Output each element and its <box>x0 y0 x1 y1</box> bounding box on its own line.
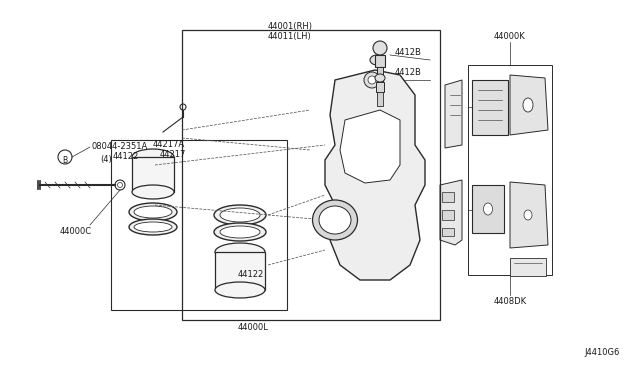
Bar <box>442 192 454 202</box>
Ellipse shape <box>319 206 351 234</box>
Text: 08044-2351A: 08044-2351A <box>92 142 148 151</box>
Text: 4412B: 4412B <box>395 67 422 77</box>
Text: 44000L: 44000L <box>237 323 268 332</box>
Ellipse shape <box>215 282 265 298</box>
Ellipse shape <box>220 226 260 238</box>
Ellipse shape <box>129 203 177 221</box>
Polygon shape <box>325 70 425 280</box>
Bar <box>376 82 384 92</box>
Text: 44011(LH): 44011(LH) <box>268 32 312 41</box>
Text: (4): (4) <box>100 155 112 164</box>
Text: 44001(RH): 44001(RH) <box>268 22 312 31</box>
Bar <box>182 30 440 320</box>
Ellipse shape <box>370 55 384 65</box>
Ellipse shape <box>214 205 266 225</box>
Ellipse shape <box>524 210 532 220</box>
Bar <box>510 258 546 276</box>
Ellipse shape <box>215 243 265 261</box>
Polygon shape <box>440 180 462 245</box>
Polygon shape <box>340 110 400 183</box>
Ellipse shape <box>483 203 493 215</box>
Ellipse shape <box>129 219 177 235</box>
Polygon shape <box>445 80 462 148</box>
Text: 44122: 44122 <box>238 270 264 279</box>
Bar <box>472 80 508 135</box>
Bar <box>377 67 383 85</box>
Ellipse shape <box>132 149 174 165</box>
Bar <box>468 65 552 275</box>
Bar <box>132 157 174 192</box>
Bar <box>442 210 454 220</box>
Bar <box>472 185 504 233</box>
Circle shape <box>364 72 380 88</box>
Ellipse shape <box>220 208 260 222</box>
Bar <box>377 92 383 106</box>
Text: 44000K: 44000K <box>494 32 526 41</box>
Ellipse shape <box>373 41 387 55</box>
Text: 44217: 44217 <box>160 150 186 159</box>
Ellipse shape <box>132 185 174 199</box>
Text: 4408DK: 4408DK <box>493 297 527 306</box>
Text: 44217A: 44217A <box>153 140 185 149</box>
Ellipse shape <box>523 98 533 112</box>
Circle shape <box>368 76 376 84</box>
Polygon shape <box>510 182 548 248</box>
Text: B: B <box>63 156 68 165</box>
Text: 44000C: 44000C <box>60 227 92 236</box>
Ellipse shape <box>214 223 266 241</box>
Ellipse shape <box>134 222 172 232</box>
Text: 44122: 44122 <box>113 152 140 161</box>
Bar <box>215 252 265 290</box>
Bar <box>111 140 287 310</box>
Bar <box>375 55 385 67</box>
Ellipse shape <box>134 206 172 218</box>
Polygon shape <box>510 75 548 135</box>
Ellipse shape <box>312 200 358 240</box>
Ellipse shape <box>375 74 385 82</box>
Text: 4412B: 4412B <box>395 48 422 57</box>
Text: J4410G6: J4410G6 <box>584 348 620 357</box>
Bar <box>442 228 454 236</box>
